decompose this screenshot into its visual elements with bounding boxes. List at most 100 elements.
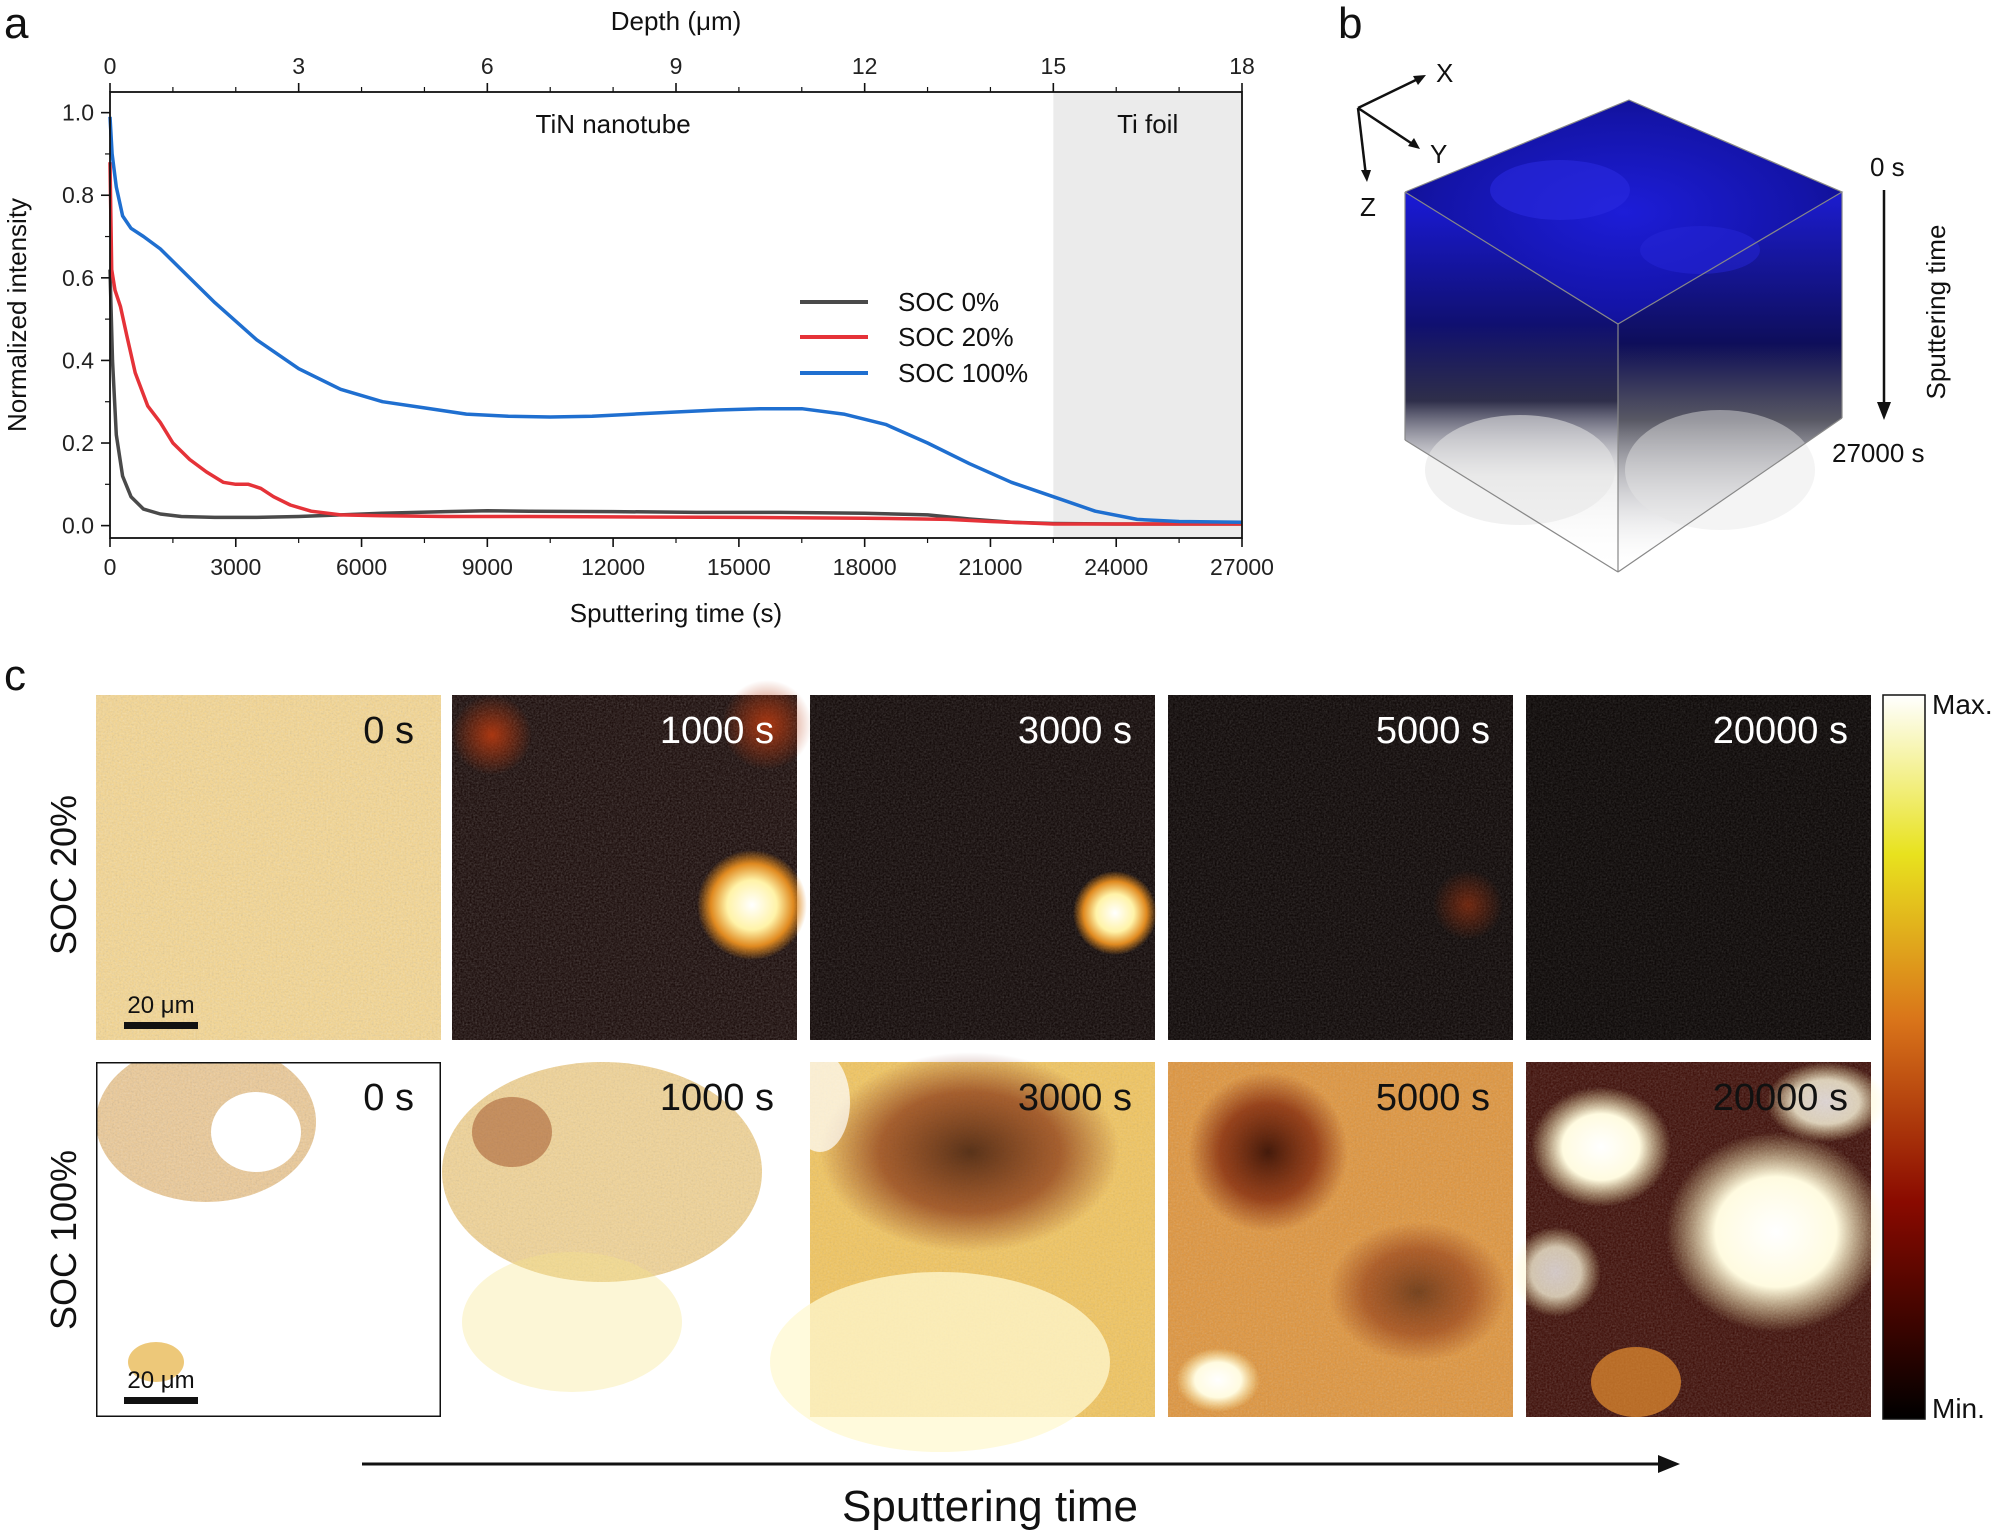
x-tick-label: 6000: [336, 554, 387, 580]
axis-x-label: X: [1436, 58, 1453, 88]
top-tick-label: 6: [481, 53, 494, 79]
scale-bar-label: 20 μm: [127, 992, 194, 1019]
top-tick-label: 12: [852, 53, 878, 79]
bottom-time-arrowhead: [1658, 1455, 1680, 1473]
legend: SOC 0% SOC 20% SOC 100%: [800, 287, 1028, 388]
scale-bar: [124, 1022, 198, 1029]
axis-x-arrow: [1357, 76, 1421, 110]
x-axis-label: Sputtering time (s): [570, 598, 782, 628]
map-soc100-0s: 0 s 20 μm: [96, 1062, 441, 1417]
map-time-label: 1000 s: [660, 710, 774, 752]
cube-side-face: [1618, 192, 1842, 572]
x-tick-label: 24000: [1084, 554, 1148, 580]
time-end-label: 27000 s: [1832, 438, 1925, 468]
x-tick-label: 3000: [210, 554, 261, 580]
map-soc20-5000s: 5000 s: [1168, 695, 1513, 1040]
ti-foil-region: [1053, 92, 1242, 538]
panel-label-c: c: [4, 651, 26, 700]
row-label-soc20: SOC 20%: [43, 795, 84, 955]
x-tick-label: 0: [104, 554, 117, 580]
tin-nanotube-label: TiN nanotube: [536, 109, 691, 139]
top-tick-label: 3: [292, 53, 305, 79]
map-soc20-3000s: 3000 s: [810, 695, 1157, 1040]
y-tick-label: 0.0: [62, 513, 94, 539]
bottom-time-label: Sputtering time: [842, 1482, 1138, 1531]
axis-triad: X Y Z: [1356, 58, 1453, 222]
y-axis-label: Normalized intensity: [2, 198, 32, 432]
cube-lower-shade: [1425, 415, 1615, 525]
hot-spot: [697, 850, 807, 960]
map-soc20-1000s: 1000 s: [452, 680, 812, 1040]
legend-label-soc20: SOC 20%: [898, 322, 1014, 352]
y-tick-label: 0.6: [62, 265, 94, 291]
axis-y-arrowhead: [1408, 138, 1420, 149]
cube-edges: [1404, 99, 1844, 573]
x-tick-label: 15000: [707, 554, 771, 580]
axis-z-label: Z: [1360, 192, 1376, 222]
axis-y-arrow: [1357, 106, 1415, 147]
time-axis-label: Sputtering time: [1921, 225, 1951, 400]
cube-lower-shade: [1625, 410, 1815, 530]
colorbar-min-label: Min.: [1932, 1393, 1985, 1424]
line-chart: TiN nanotube Ti foil 0 3000 6000 9000 12000 1…: [2, 6, 1274, 628]
map-time-label: 3000 s: [1018, 1077, 1132, 1119]
y-tick-label: 0.4: [62, 347, 94, 373]
row-label-soc100: SOC 100%: [43, 1150, 84, 1330]
series-line-soc100: [108, 116, 1243, 525]
map-soc100-20000s: 20000 s: [1511, 1062, 1886, 1417]
legend-label-soc100: SOC 100%: [898, 358, 1028, 388]
x-tick-label: 18000: [833, 554, 897, 580]
map-soc20-0s: 0 s 20 μm: [96, 695, 441, 1040]
top-tick-label: 15: [1041, 53, 1067, 79]
axis-x-arrowhead: [1413, 75, 1426, 85]
panel-label-b: b: [1338, 0, 1362, 48]
map-time-label: 20000 s: [1713, 1077, 1848, 1119]
map-soc20-20000s: 20000 s: [1526, 695, 1871, 1040]
ti-foil-label: Ti foil: [1117, 109, 1178, 139]
time-arrow-head: [1877, 402, 1891, 420]
map-soc100-5000s: 5000 s: [1168, 1062, 1513, 1417]
hot-spot: [1073, 871, 1157, 955]
axis-z-arrow: [1356, 107, 1368, 177]
x-tick-label: 9000: [462, 554, 513, 580]
map-time-label: 5000 s: [1376, 1077, 1490, 1119]
y-tick-label: 0.8: [62, 182, 94, 208]
series-line-soc0: [108, 269, 1242, 526]
time-start-label: 0 s: [1870, 152, 1905, 182]
map-time-label: 1000 s: [660, 1077, 774, 1119]
y-tick-label: 0.2: [62, 430, 94, 456]
series-line-soc20: [108, 162, 1242, 526]
dim-spot: [722, 680, 812, 770]
axes-group: 0 3000 6000 9000 12000 15000 18000 21000 24000 27…: [62, 53, 1274, 580]
x-tick-label: 27000: [1210, 554, 1274, 580]
x-tick-label: 12000: [581, 554, 645, 580]
top-axis-label: Depth (μm): [611, 6, 742, 36]
cube-top-highlight: [1640, 226, 1760, 274]
cube-top-highlight: [1490, 160, 1630, 220]
axis-z-arrowhead: [1361, 170, 1371, 182]
map-frame: [96, 1062, 441, 1417]
series-group: [108, 116, 1243, 526]
depth-profile-cube: X Y Z 0 s 27000 s Sputtering time: [1356, 58, 1951, 573]
top-tick-label: 0: [104, 53, 117, 79]
axis-y-label: Y: [1430, 139, 1447, 169]
top-tick-label: 18: [1229, 53, 1255, 79]
legend-label-soc0: SOC 0%: [898, 287, 999, 317]
top-tick-label: 9: [670, 53, 683, 79]
map-time-label: 3000 s: [1018, 710, 1132, 752]
map-time-label: 0 s: [363, 1077, 414, 1119]
map-time-label: 0 s: [363, 710, 414, 752]
panel-label-a: a: [4, 0, 29, 48]
scale-bar: [124, 1397, 198, 1404]
map-time-label: 20000 s: [1713, 710, 1848, 752]
map-soc100-1000s: 1000 s: [442, 1062, 797, 1417]
x-tick-label: 21000: [958, 554, 1022, 580]
colorbar-max-label: Max.: [1932, 689, 1993, 720]
scale-bar-label: 20 μm: [127, 1367, 194, 1394]
map-soc100-3000s: 3000 s: [770, 1052, 1155, 1452]
colorbar: Max. Min.: [1882, 689, 1993, 1424]
colorbar-gradient: [1882, 694, 1926, 1420]
y-tick-label: 1.0: [62, 100, 94, 126]
map-time-label: 5000 s: [1376, 710, 1490, 752]
